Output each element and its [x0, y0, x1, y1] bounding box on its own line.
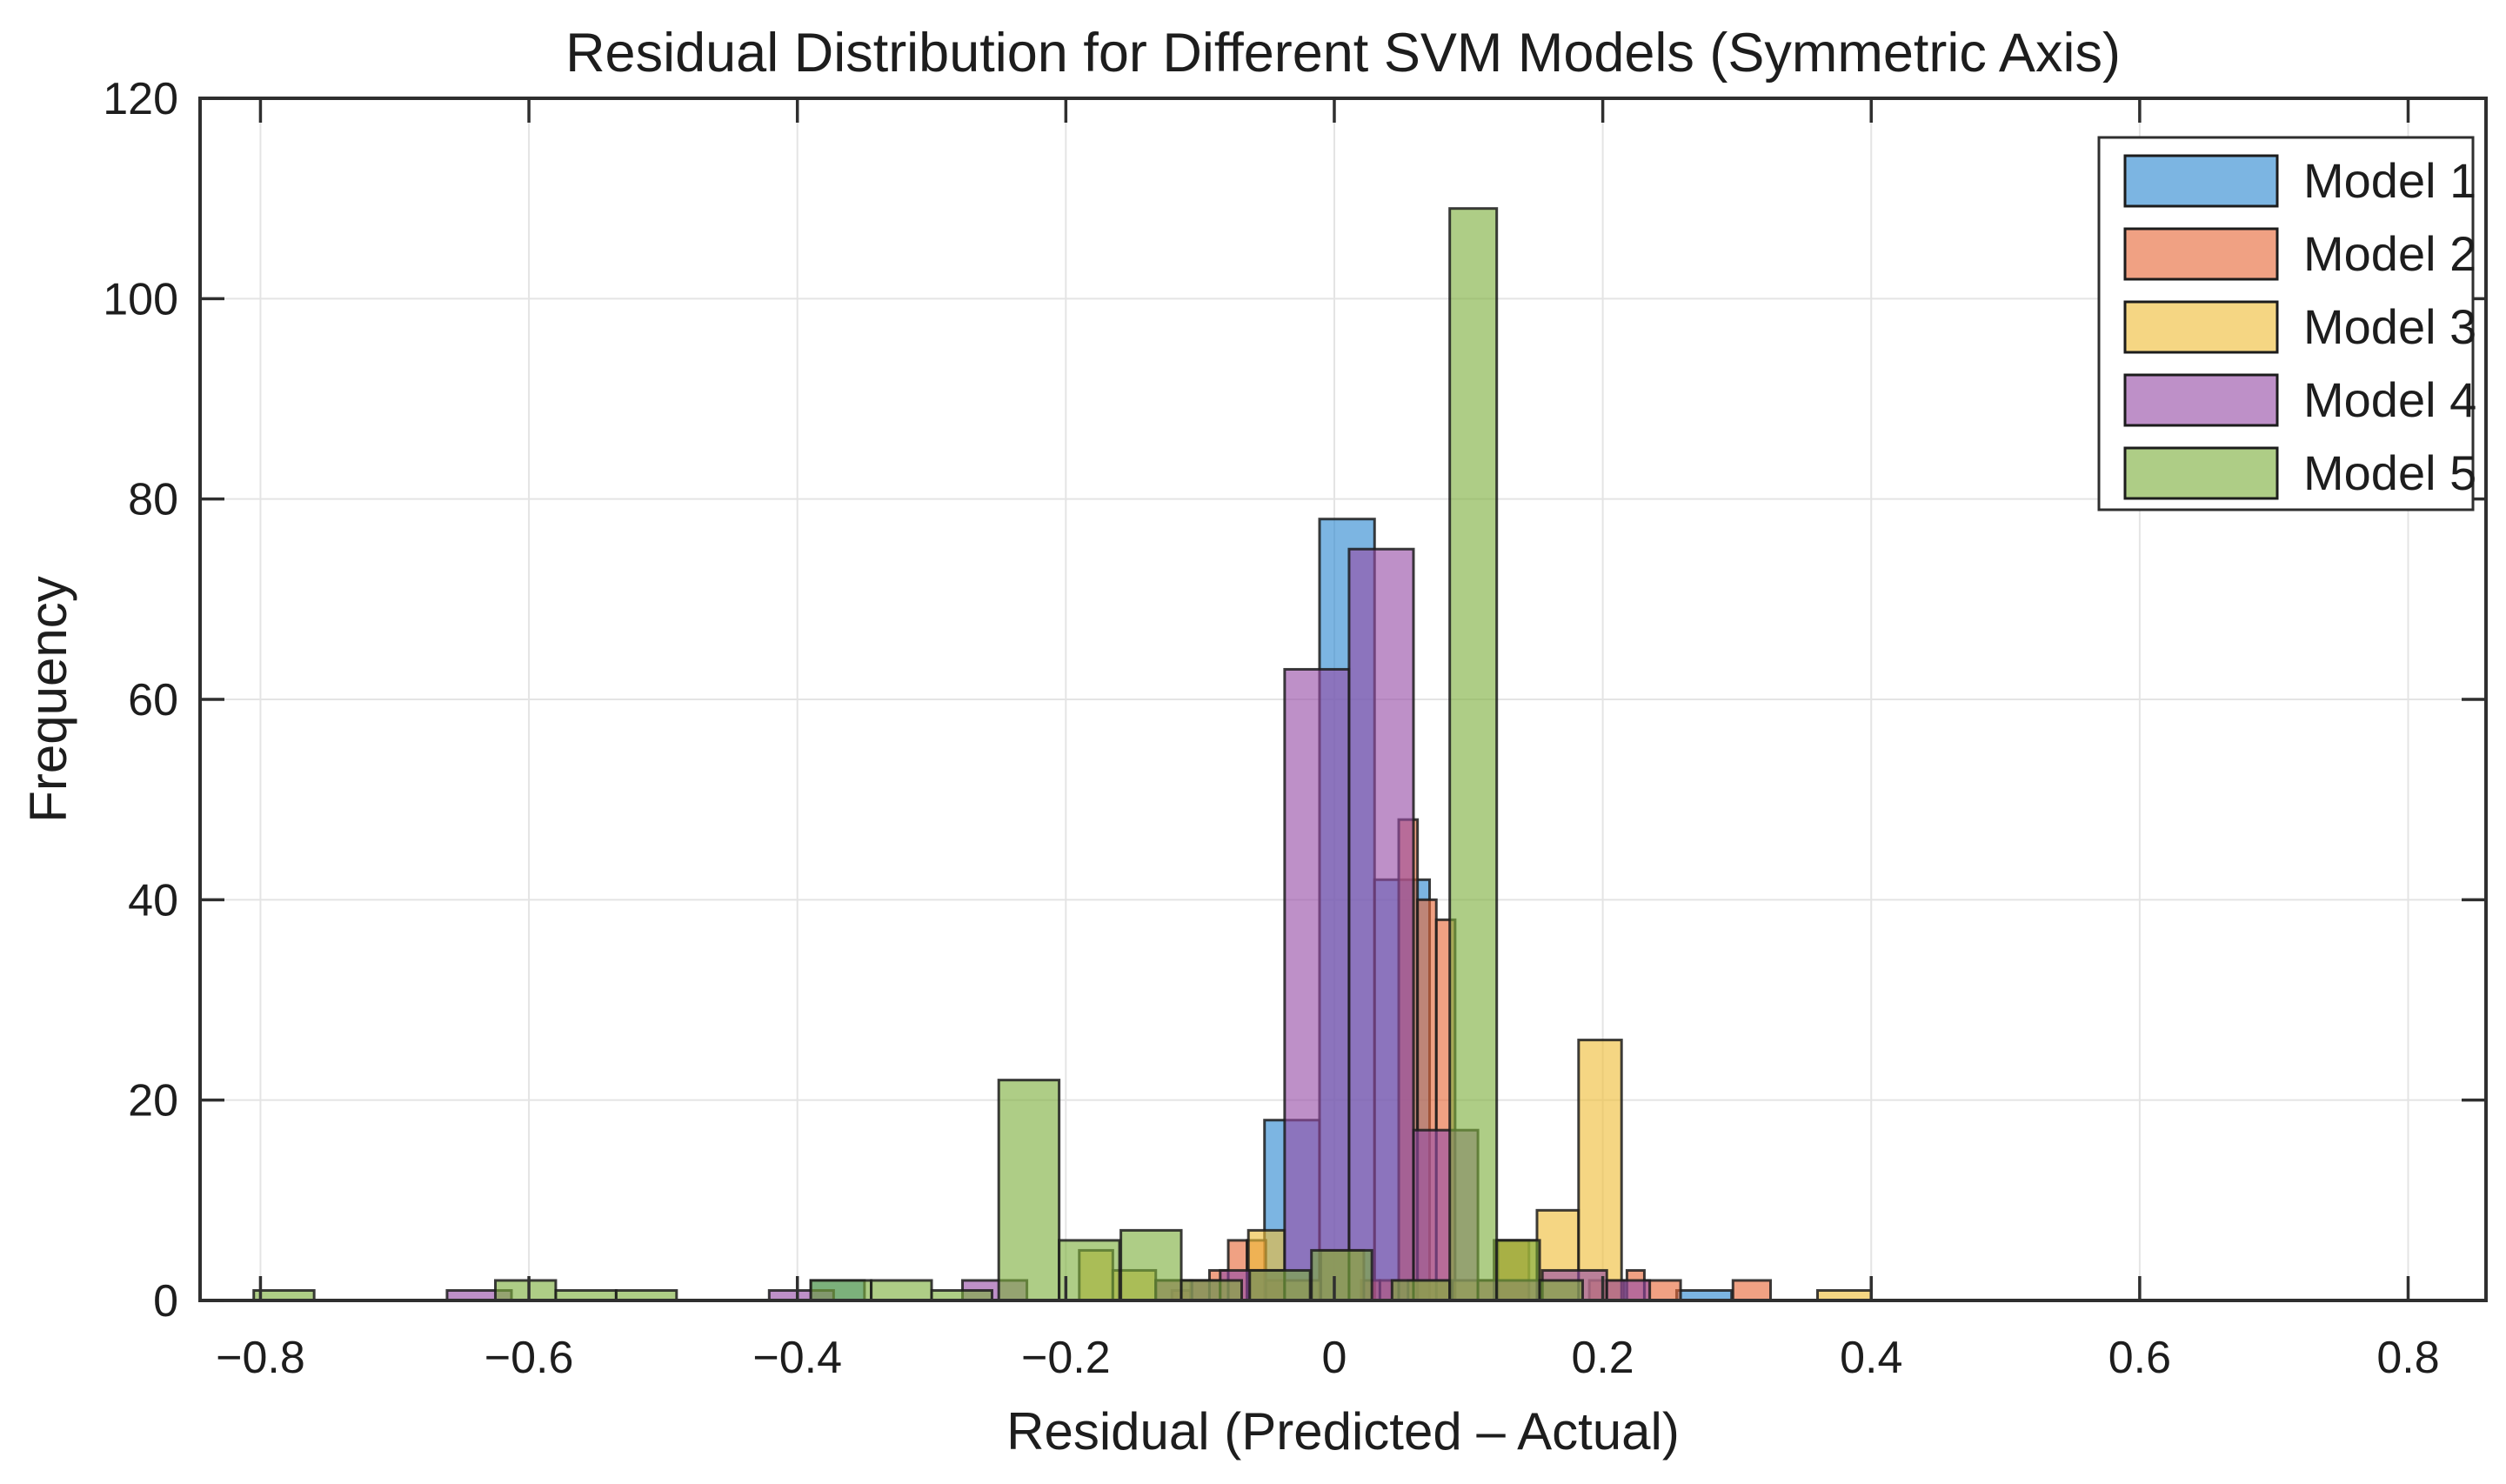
x-tick-label: 0.6: [2108, 1333, 2171, 1383]
histogram-bar-model-5: [870, 1279, 933, 1302]
y-tick-label: 0: [153, 1276, 178, 1327]
histogram-bar-model-4: [1283, 667, 1351, 1302]
legend-label-model-4: Model 4: [2303, 372, 2476, 427]
x-tick-label: 0.8: [2376, 1333, 2439, 1383]
x-tick-label: −0.8: [216, 1333, 305, 1383]
histogram-bar-model-3: [1577, 1039, 1623, 1302]
legend-swatch-model-5: [2123, 446, 2279, 500]
x-tick-label: 0.2: [1571, 1333, 1634, 1383]
x-tick-label: −0.2: [1021, 1333, 1111, 1383]
legend-swatch-model-3: [2123, 300, 2279, 354]
legend-label-model-5: Model 5: [2303, 445, 2476, 500]
x-tick-label: 0.4: [1840, 1333, 1902, 1383]
histogram-bar-model-5: [1058, 1239, 1121, 1302]
x-axis-label: Residual (Predicted – Actual): [1006, 1402, 1680, 1461]
legend-label-model-3: Model 3: [2303, 299, 2476, 354]
y-tick-label: 20: [128, 1076, 178, 1126]
y-tick-label: 40: [128, 875, 178, 926]
histogram-bar-model-5: [1179, 1279, 1243, 1302]
y-tick-label: 100: [103, 274, 178, 324]
histogram-bar-model-5: [1448, 207, 1499, 1302]
histogram-bar-model-5: [1390, 1279, 1452, 1302]
legend-swatch-model-4: [2123, 373, 2279, 427]
histogram-bar-model-5: [493, 1279, 558, 1302]
legend-swatch-model-1: [2123, 154, 2279, 208]
histogram-bar-model-5: [997, 1079, 1061, 1302]
histogram-bar-model-4: [1347, 547, 1415, 1302]
x-tick-label: −0.4: [752, 1333, 842, 1383]
histogram-bar-model-2: [1731, 1279, 1772, 1302]
x-tick-label: 0: [1322, 1333, 1347, 1383]
legend-swatch-model-2: [2123, 227, 2279, 281]
histogram-bar-model-5: [1248, 1268, 1312, 1302]
histogram-bar-model-5: [809, 1279, 873, 1302]
chart-title: Residual Distribution for Different SVM …: [565, 23, 2121, 84]
y-axis-label: Frequency: [19, 576, 77, 822]
x-tick-label: −0.6: [484, 1333, 574, 1383]
histogram-bar-model-4: [1605, 1279, 1652, 1302]
y-tick-label: 80: [128, 475, 178, 525]
legend-label-model-2: Model 2: [2303, 226, 2476, 281]
histogram-bar-model-5: [1538, 1279, 1584, 1302]
histogram-bar-model-5: [1310, 1248, 1373, 1302]
y-tick-label: 120: [103, 74, 178, 124]
histogram-bar-model-5: [1495, 1239, 1541, 1302]
y-tick-label: 60: [128, 675, 178, 725]
histogram-bar-model-5: [1119, 1228, 1183, 1302]
legend-label-model-1: Model 1: [2303, 153, 2476, 208]
